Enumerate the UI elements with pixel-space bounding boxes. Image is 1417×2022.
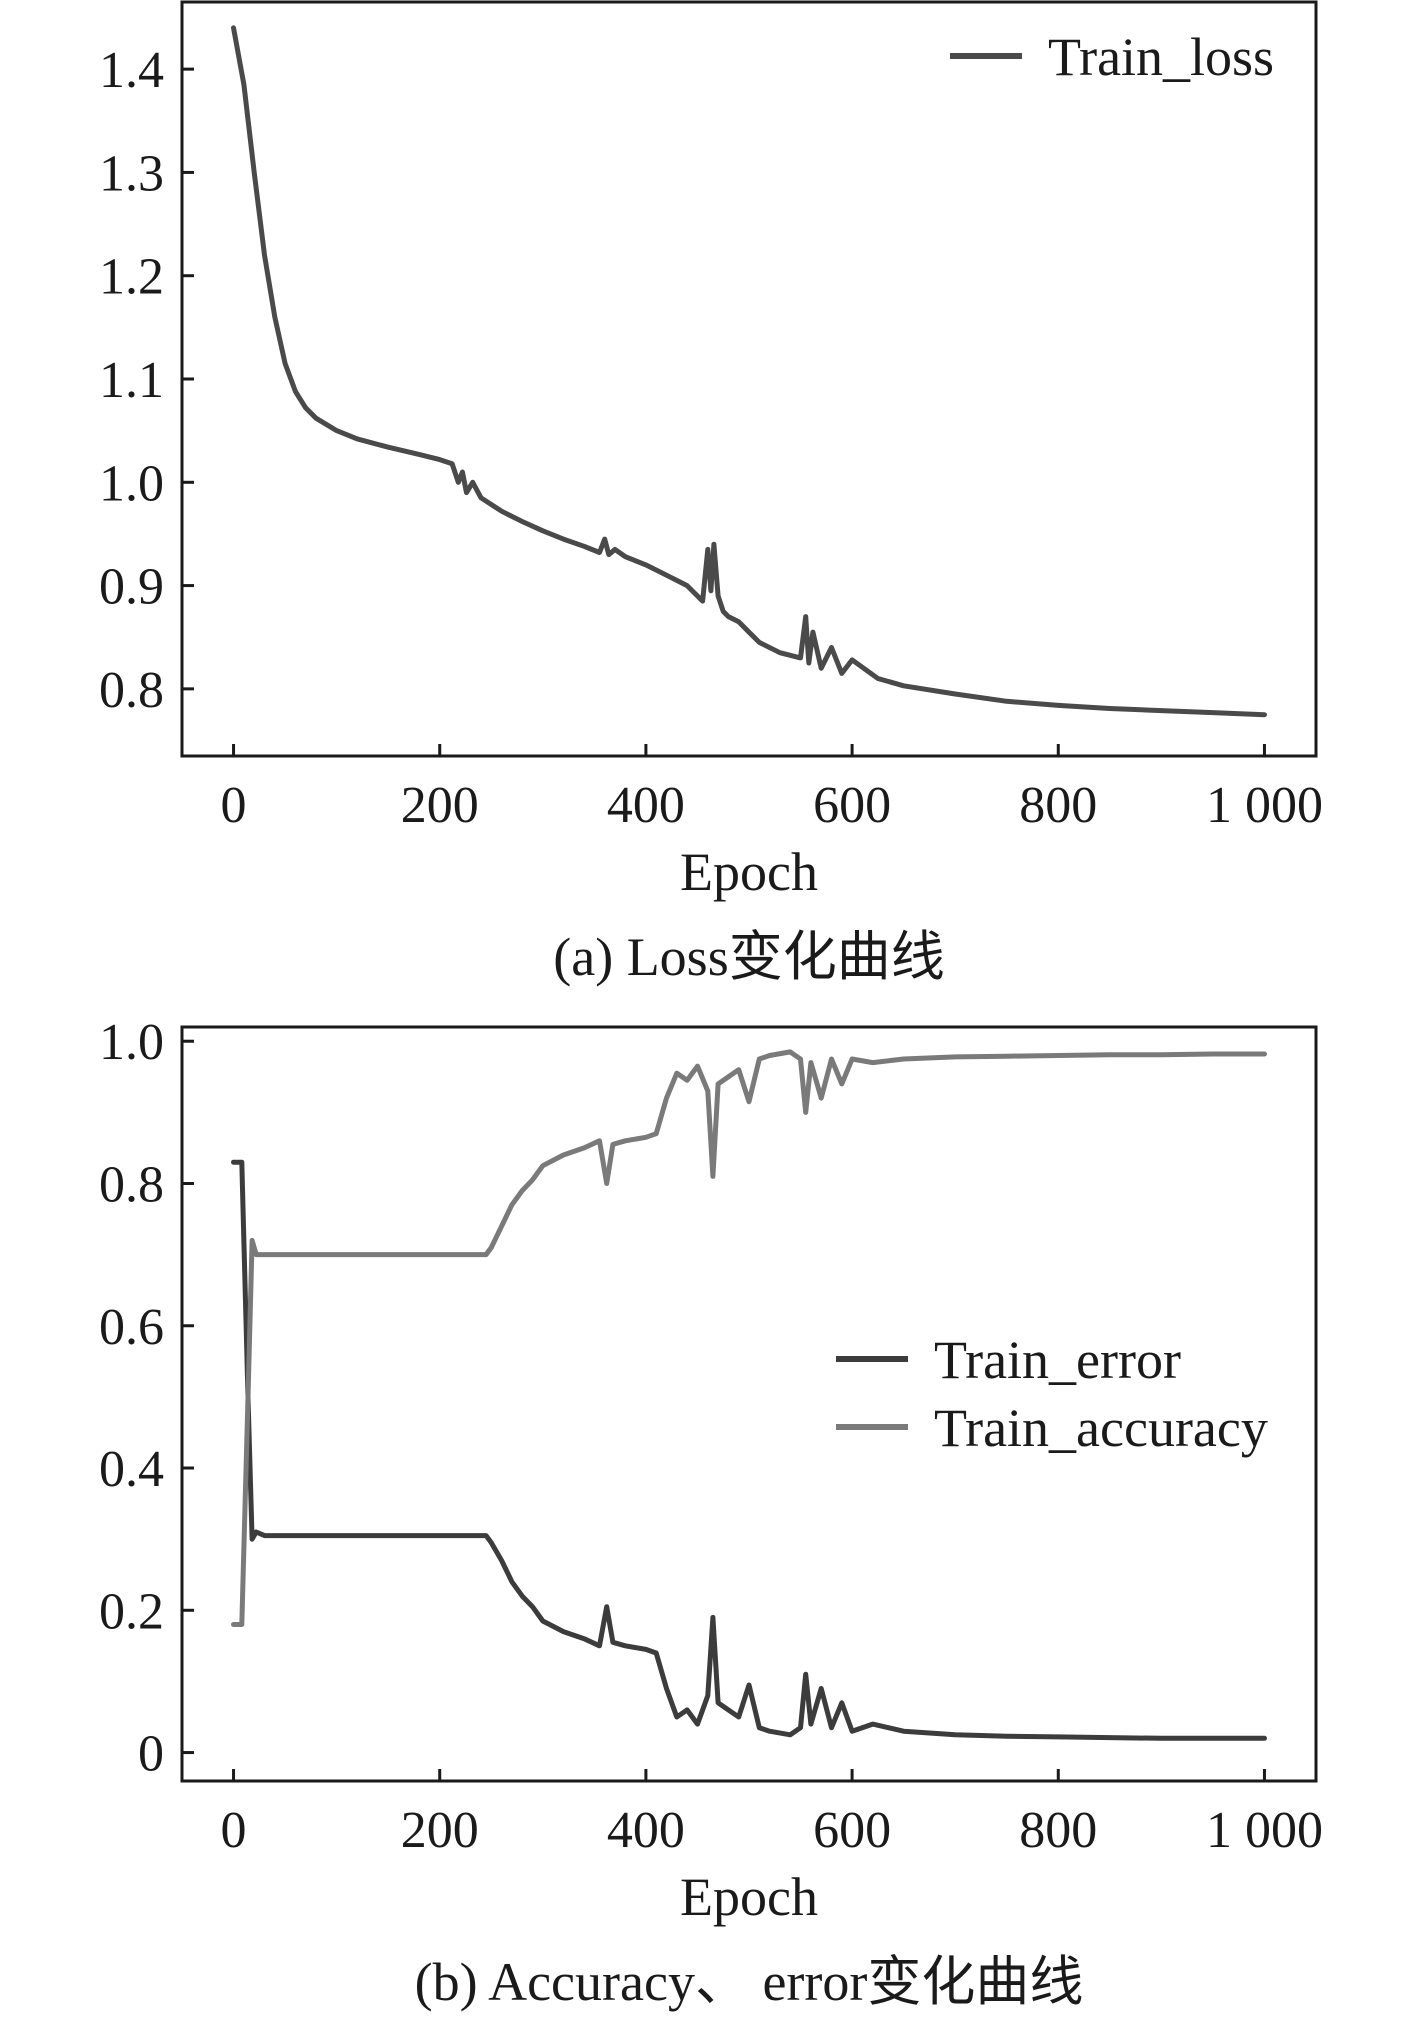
legend-label-train-loss: Train_loss <box>1048 27 1274 87</box>
y-tick-label: 0.2 <box>99 1583 164 1640</box>
y-tick-label: 0.9 <box>99 559 164 616</box>
y-tick-label: 1.4 <box>99 42 164 99</box>
series-line-train-error <box>231 1159 1267 1741</box>
legend-label-train-error: Train_error <box>934 1330 1181 1390</box>
loss-plot-frame <box>180 0 1318 758</box>
x-tick-label: 400 <box>607 1802 685 1859</box>
y-tick-label: 0 <box>138 1726 164 1783</box>
series-line-train-loss <box>231 25 1267 718</box>
accuracy-error-chart-panel: 0 200 400 600 800 1 000 0 0.2 0.4 0.6 0.8 1.0 Train… <box>99 1014 1323 2012</box>
legend-label-train-accuracy: Train_accuracy <box>934 1398 1268 1458</box>
loss-legend: Train_loss <box>950 27 1274 87</box>
x-tick-label: 800 <box>1019 1802 1097 1859</box>
y-tick-label: 0.6 <box>99 1299 164 1356</box>
y-tick-label: 1.1 <box>99 352 164 409</box>
y-tick-label: 1.0 <box>99 1014 164 1071</box>
loss-chart-panel: 0 200 400 600 800 1 0000.80.91.01.11.21.31.4 … <box>99 0 1323 987</box>
y-tick-label: 0.4 <box>99 1441 164 1498</box>
accuracy-error-chart-caption: (b) Accuracy、 error变化曲线 <box>415 1952 1084 2012</box>
y-tick-label: 1.3 <box>99 145 164 202</box>
y-tick-label: 0.8 <box>99 1156 164 1213</box>
x-tick-label: 800 <box>1019 777 1097 834</box>
x-tick-label: 400 <box>607 777 685 834</box>
x-tick-label: 0 <box>221 777 247 834</box>
series-line-train-accuracy <box>231 1049 1267 1627</box>
y-tick-label: 0.8 <box>99 662 164 719</box>
loss-chart-caption: (a) Loss变化曲线 <box>553 927 944 987</box>
x-tick-label: 200 <box>401 1802 479 1859</box>
x-tick-label: 1 000 <box>1206 1802 1323 1859</box>
loss-x-axis-title: Epoch <box>680 842 818 902</box>
x-tick-label: 0 <box>221 1802 247 1859</box>
y-tick-label: 1.2 <box>99 249 164 306</box>
accuracy-error-legend: Train_error Train_accuracy <box>836 1330 1268 1458</box>
x-tick-label: 1 000 <box>1206 777 1323 834</box>
accuracy-error-plot-frame <box>180 1025 1318 1783</box>
accuracy-error-x-axis-title: Epoch <box>680 1867 818 1927</box>
x-tick-label: 600 <box>813 777 891 834</box>
x-tick-label: 600 <box>813 1802 891 1859</box>
x-tick-label: 200 <box>401 777 479 834</box>
y-tick-label: 1.0 <box>99 455 164 512</box>
